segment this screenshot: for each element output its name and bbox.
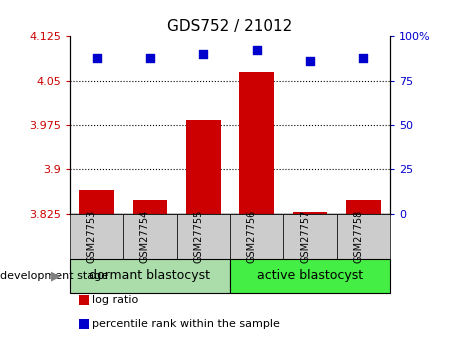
Text: GSM27758: GSM27758	[354, 210, 364, 263]
Text: GSM27757: GSM27757	[300, 210, 310, 263]
Point	[200, 51, 207, 57]
Text: GSM27753: GSM27753	[87, 210, 97, 263]
Point	[360, 55, 367, 60]
Text: dormant blastocyst: dormant blastocyst	[89, 269, 211, 283]
Title: GDS752 / 21012: GDS752 / 21012	[167, 19, 293, 34]
Text: active blastocyst: active blastocyst	[257, 269, 363, 283]
Bar	[346, 200, 381, 214]
Bar	[293, 212, 327, 214]
Bar	[133, 200, 167, 214]
Point	[253, 48, 260, 53]
Text: GSM27756: GSM27756	[247, 210, 257, 263]
Text: ▶: ▶	[51, 269, 61, 283]
Point	[93, 55, 100, 60]
Text: percentile rank within the sample: percentile rank within the sample	[92, 319, 281, 329]
Text: GSM27755: GSM27755	[193, 210, 203, 263]
Text: development stage: development stage	[0, 271, 108, 281]
Bar	[239, 72, 274, 214]
Bar	[79, 190, 114, 214]
Point	[307, 58, 314, 64]
Bar	[186, 120, 221, 214]
Text: GSM27754: GSM27754	[140, 210, 150, 263]
Point	[146, 55, 153, 60]
Text: log ratio: log ratio	[92, 295, 139, 305]
